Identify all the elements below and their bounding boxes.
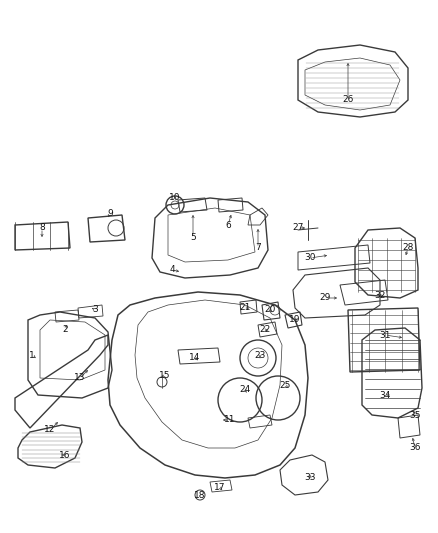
Text: 34: 34 [379,391,391,400]
Text: 28: 28 [403,244,413,253]
Text: 35: 35 [409,410,421,419]
Text: 4: 4 [169,265,175,274]
Text: 19: 19 [289,316,301,325]
Text: 21: 21 [239,303,251,312]
Text: 16: 16 [59,450,71,459]
Text: 18: 18 [194,490,206,499]
Text: 13: 13 [74,374,86,383]
Text: 22: 22 [259,326,271,335]
Text: 30: 30 [304,254,316,262]
Text: 5: 5 [190,232,196,241]
Text: 12: 12 [44,425,56,434]
Text: 14: 14 [189,353,201,362]
Text: 20: 20 [264,305,276,314]
Text: 1: 1 [29,351,35,359]
Text: 10: 10 [169,193,181,203]
Text: 23: 23 [254,351,266,359]
Text: 29: 29 [319,294,331,303]
Text: 32: 32 [374,290,386,300]
Text: 3: 3 [92,305,98,314]
Text: 27: 27 [292,223,304,232]
Text: 11: 11 [224,416,236,424]
Text: 7: 7 [255,244,261,253]
Text: 17: 17 [214,483,226,492]
Text: 9: 9 [107,208,113,217]
Text: 15: 15 [159,370,171,379]
Text: 36: 36 [409,443,421,453]
Text: 31: 31 [379,330,391,340]
Text: 25: 25 [279,381,291,390]
Text: 6: 6 [225,221,231,230]
Text: 24: 24 [240,385,251,394]
Text: 2: 2 [62,326,68,335]
Text: 33: 33 [304,473,316,482]
Text: 26: 26 [343,95,354,104]
Text: 8: 8 [39,223,45,232]
